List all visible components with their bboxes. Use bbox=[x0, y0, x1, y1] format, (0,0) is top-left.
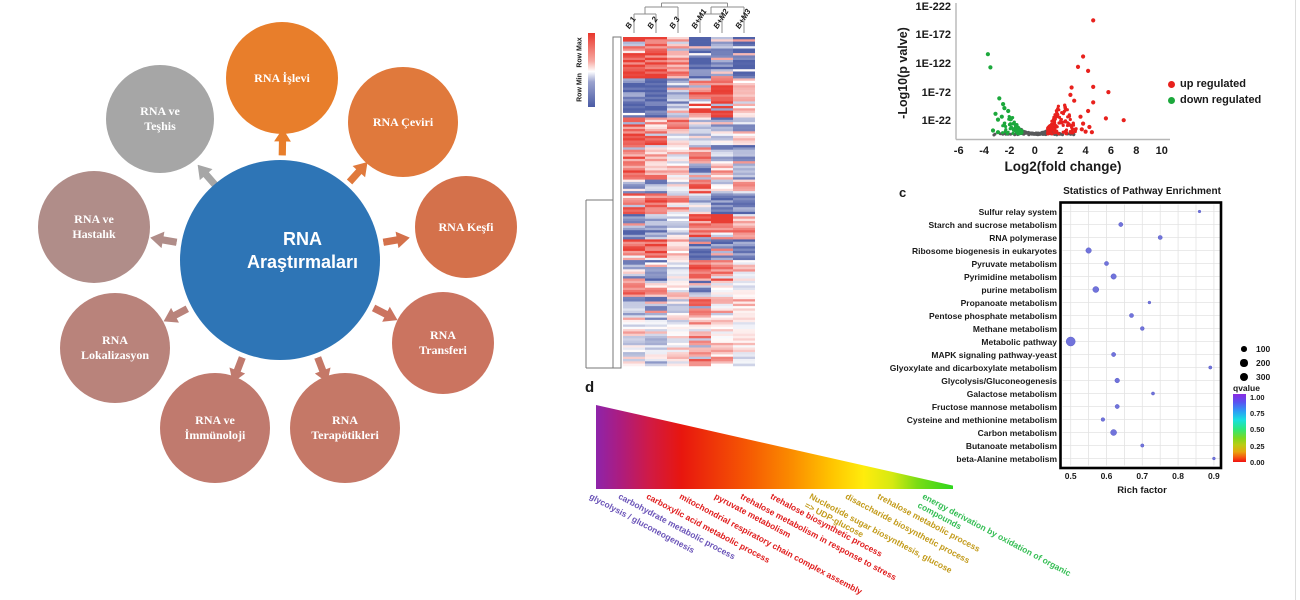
qvalue-colorbar bbox=[1233, 394, 1246, 462]
satellite-label: RNA ve İmmünoloji bbox=[184, 413, 246, 442]
size-legend-dot bbox=[1241, 346, 1247, 352]
pathway-x-tick: 0.6 bbox=[1100, 471, 1113, 481]
pathway-x-tick: 0.7 bbox=[1136, 471, 1149, 481]
satellite-label: RNA Transferi bbox=[419, 328, 467, 357]
qvalue-tick-label: 0.75 bbox=[1250, 409, 1265, 419]
heatmap-colorbar bbox=[588, 33, 595, 107]
volcano-y-tick: 1E-122 bbox=[915, 57, 951, 70]
satellite-label: RNA Lokalizasyon bbox=[80, 333, 149, 362]
size-legend-dot bbox=[1239, 372, 1249, 382]
pathway-x-tick: 0.9 bbox=[1207, 471, 1220, 481]
volcano-points bbox=[955, 3, 1170, 141]
satellite-label: RNA Çeviri bbox=[372, 114, 434, 129]
size-legend-label: 300 bbox=[1256, 372, 1271, 382]
qvalue-tick-label: 0.00 bbox=[1250, 457, 1265, 467]
volcano-y-tick: 1E-22 bbox=[921, 115, 951, 128]
down-regulated-label: down regulated bbox=[1180, 94, 1262, 106]
center-circle bbox=[180, 160, 380, 360]
pathway-plot bbox=[1059, 201, 1223, 470]
satellite-circle: RNA ve İmmünoloji bbox=[160, 373, 270, 483]
volcano-x-tick: 4 bbox=[1082, 145, 1089, 157]
pathway-x-tick: 0.5 bbox=[1064, 471, 1077, 481]
volcano-x-tick: 6 bbox=[1107, 145, 1115, 157]
down-regulated-dot bbox=[1168, 97, 1175, 104]
volcano-y-tick: 1E-222 bbox=[915, 0, 951, 13]
pathway-category-label: MAPK signaling pathway-yeast bbox=[931, 349, 1057, 360]
pathway-category-label: RNA polymerase bbox=[989, 232, 1057, 243]
pathway-category-label: Carbon metabolism bbox=[977, 427, 1057, 438]
qvalue-tick-label: 0.50 bbox=[1250, 425, 1265, 435]
satellite-label: RNA Keşfi bbox=[438, 219, 494, 234]
pathway-category-label: Pyrimidine metabolism bbox=[963, 271, 1057, 282]
pathway-category-label: Methane metabolism bbox=[972, 323, 1057, 334]
satellite-circle: RNA Transferi bbox=[392, 292, 494, 394]
volcano-x-tick: -4 bbox=[979, 145, 989, 157]
satellite-circle: RNA ve Hastalık bbox=[38, 171, 150, 283]
size-legend-label: 200 bbox=[1256, 358, 1271, 368]
satellite-label: RNA İşlevi bbox=[254, 70, 310, 85]
qvalue-legend-title: qvalue bbox=[1233, 383, 1260, 393]
pathway-category-label: Sulfur relay system bbox=[978, 206, 1057, 217]
satellite-circle: RNA İşlevi bbox=[226, 22, 338, 134]
size-legend-label: 100 bbox=[1256, 344, 1271, 354]
pathway-x-tick: 0.8 bbox=[1172, 471, 1184, 481]
satellite-label: RNA ve Teşhis bbox=[140, 104, 180, 133]
volcano-x-tick: 2 bbox=[1057, 145, 1064, 157]
figure-right-border bbox=[1295, 0, 1296, 600]
pathway-category-label: Pyruvate metabolism bbox=[971, 258, 1057, 269]
satellite-circle: RNA Lokalizasyon bbox=[60, 293, 170, 403]
volcano-x-tick: -6 bbox=[953, 145, 964, 157]
radial-arrow bbox=[149, 227, 179, 251]
volcano-y-tick: 1E-172 bbox=[915, 29, 951, 42]
volcano-y-tick: 1E-72 bbox=[921, 86, 951, 99]
heatmap-cell-grid bbox=[585, 2, 755, 369]
volcano-x-tick: -2 bbox=[1004, 145, 1015, 157]
pathway-category-label: purine metabolism bbox=[981, 284, 1057, 295]
pathway-title: Statistics of Pathway Enrichment bbox=[1063, 186, 1221, 197]
pathway-category-label: Cysteine and methionine metabolism bbox=[906, 414, 1057, 425]
volcano-x-title: Log2(fold change) bbox=[1004, 159, 1122, 174]
up-regulated-label: up regulated bbox=[1180, 78, 1247, 90]
volcano-x-tick: 8 bbox=[1133, 145, 1140, 157]
up-regulated-dot bbox=[1168, 81, 1175, 88]
volcano-x-tick: 0 bbox=[1031, 145, 1038, 157]
qvalue-tick-label: 0.25 bbox=[1250, 441, 1265, 451]
pathway-category-label: Butanoate metabolism bbox=[965, 440, 1057, 451]
pathway-category-label: Propanoate metabolism bbox=[960, 297, 1057, 308]
pathway-category-label: beta-Alanine metabolism bbox=[956, 453, 1057, 464]
volcano-x-tick: 10 bbox=[1155, 145, 1168, 157]
pathway-category-label: Pentose phosphate metabolism bbox=[929, 310, 1057, 321]
satellite-label: RNA Terapötikleri bbox=[311, 413, 379, 442]
satellite-circle: RNA ve Teşhis bbox=[106, 65, 214, 173]
satellite-circle: RNA Terapötikleri bbox=[290, 373, 400, 483]
satellite-circle: RNA Keşfi bbox=[415, 176, 517, 278]
panel-c-label: c bbox=[899, 185, 907, 200]
panel-d-label: d bbox=[585, 379, 595, 396]
pathway-category-label: Fructose mannose metabolism bbox=[931, 401, 1057, 412]
satellite-label: RNA ve Hastalık bbox=[72, 212, 116, 241]
center-label: RNA Araştırmaları bbox=[246, 229, 359, 272]
pathway-category-label: Glycolysis/Gluconeogenesis bbox=[941, 375, 1057, 386]
pathway-category-label: Ribosome biogenesis in eukaryotes bbox=[911, 245, 1057, 256]
pathway-category-label: Glyoxylate and dicarboxylate metabolism bbox=[889, 362, 1057, 373]
pathway-x-title: Rich factor bbox=[1117, 485, 1167, 496]
size-legend-dot bbox=[1240, 359, 1248, 367]
pathway-category-label: Galactose metabolism bbox=[966, 388, 1057, 399]
pathway-category-label: Starch and sucrose metabolism bbox=[928, 219, 1058, 230]
pathway-category-label: Metabolic pathway bbox=[981, 336, 1057, 347]
satellite-circle: RNA Çeviri bbox=[348, 67, 458, 177]
qvalue-tick-label: 1.00 bbox=[1250, 393, 1265, 402]
